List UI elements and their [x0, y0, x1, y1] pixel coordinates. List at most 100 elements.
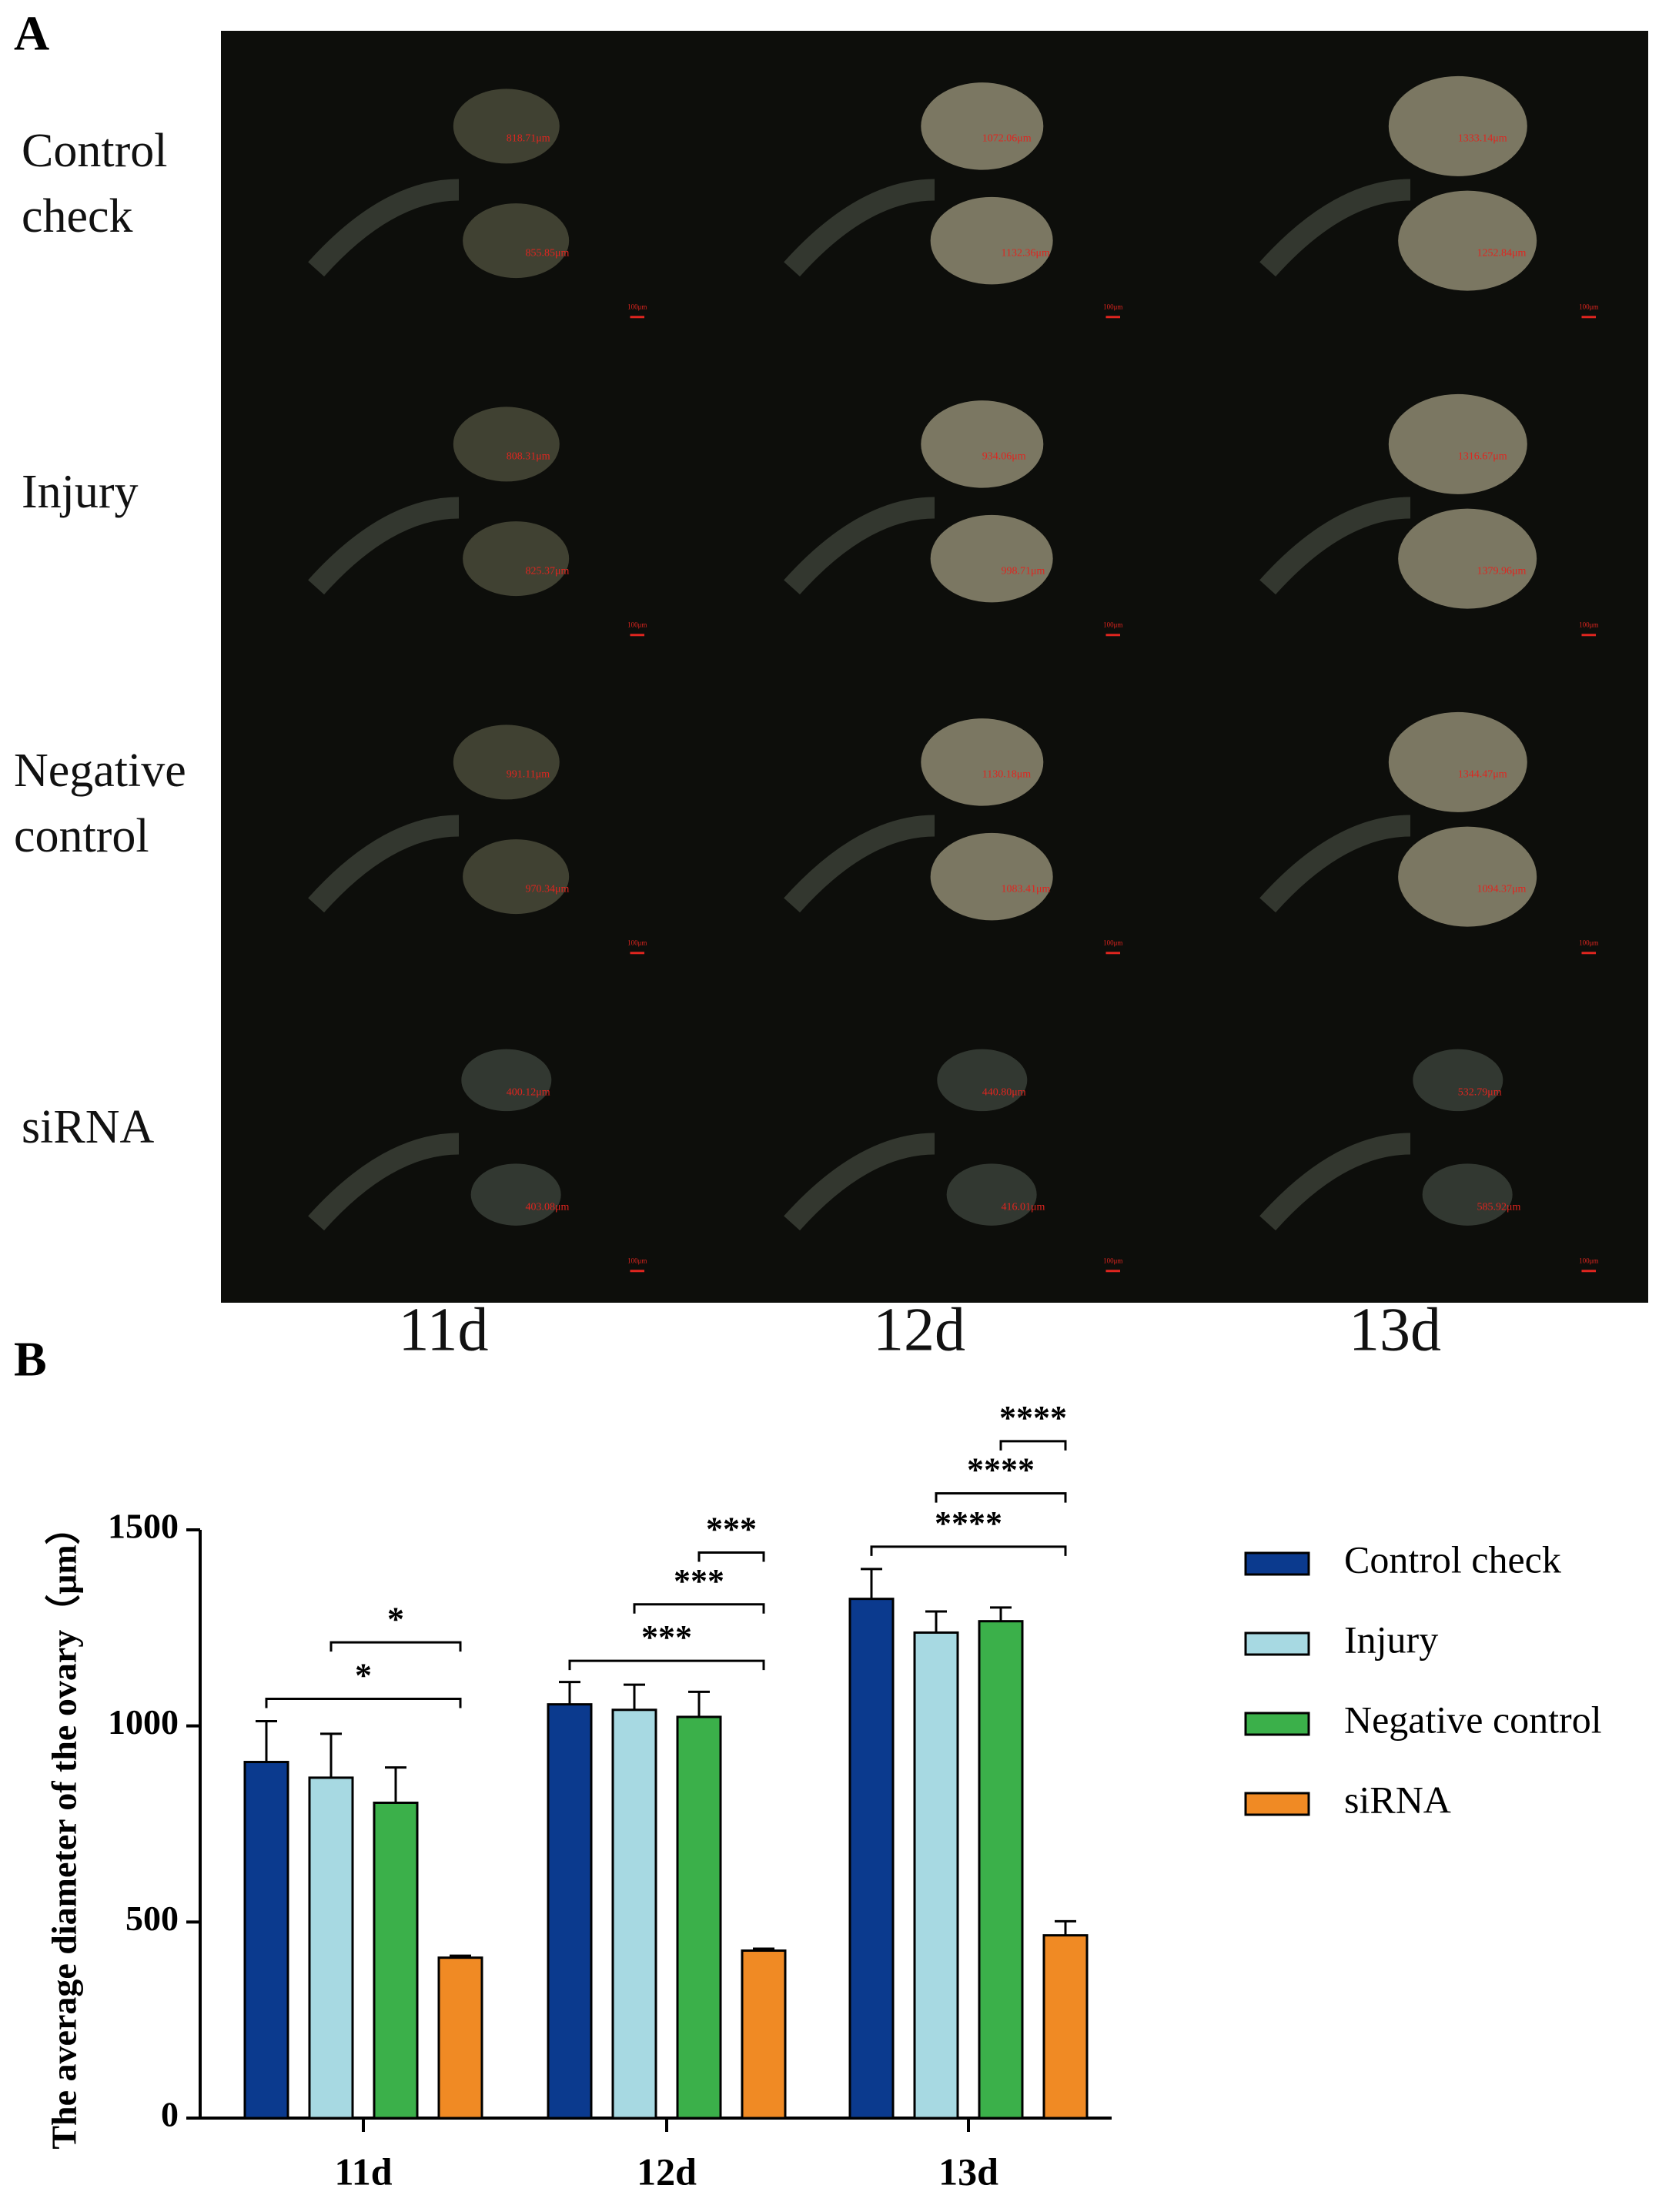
- scale-bar-label: 100μm: [1579, 303, 1598, 310]
- panel-label: A: [14, 6, 49, 61]
- measurement-label: 1132.36μm: [1002, 247, 1050, 259]
- scale-bar-label: 100μm: [1579, 939, 1598, 946]
- bar: [676, 1715, 722, 2120]
- y-tick-label: 500: [125, 1899, 179, 1938]
- significance-bracket: [265, 1698, 462, 1708]
- bar: [848, 1598, 895, 2120]
- ovary-tissue: [784, 815, 935, 913]
- measurement-label: 1130.18μm: [982, 769, 1031, 781]
- measurement-label: 855.85μm: [526, 247, 570, 259]
- measurement-label: 1083.41μm: [1002, 883, 1051, 895]
- ovary: [461, 1049, 552, 1112]
- ovary-tissue: [308, 1133, 460, 1231]
- significance-label: ***: [706, 1511, 757, 1548]
- row-label: siRNA: [22, 1101, 154, 1153]
- error-bar: [385, 1766, 406, 1803]
- legend-swatch: [1244, 1712, 1310, 1736]
- ovary: [946, 1163, 1037, 1226]
- ovary: [453, 89, 560, 164]
- ovary: [930, 514, 1053, 603]
- ovary: [1398, 826, 1537, 927]
- scale-bar-label: 100μm: [1103, 303, 1122, 310]
- ovary: [1388, 711, 1527, 812]
- row-label: Control check: [22, 125, 167, 243]
- ovary: [1388, 75, 1527, 176]
- error-bar: [559, 1681, 580, 1705]
- significance-bracket: [870, 1545, 1067, 1556]
- legend-label: Control check: [1344, 1538, 1561, 1581]
- error-bar: [320, 1732, 342, 1778]
- ovary: [930, 196, 1053, 285]
- significance-label: *: [355, 1657, 372, 1695]
- ovary: [463, 839, 570, 915]
- measurement-label: 808.31μm: [507, 451, 550, 463]
- measurement-label: 1333.14μm: [1458, 133, 1507, 145]
- ovary-tissue: [1259, 179, 1411, 277]
- scale-bar-label: 100μm: [1579, 1257, 1598, 1264]
- ovary-tissue: [784, 497, 935, 595]
- ovary-tissue: [1259, 815, 1411, 913]
- measurement-label: 991.11μm: [507, 769, 550, 781]
- x-tick-label: 11d: [334, 2150, 392, 2193]
- ovary: [937, 1049, 1028, 1112]
- significance-bracket: [633, 1603, 765, 1614]
- measurement-label: 403.08μm: [526, 1201, 570, 1213]
- measurement-label: 1252.84μm: [1477, 247, 1527, 259]
- legend-swatch: [1244, 1631, 1310, 1656]
- measurement-label: 1379.96μm: [1477, 565, 1527, 577]
- ovary: [1398, 190, 1537, 291]
- ovary: [1388, 393, 1527, 494]
- significance-label: ****: [967, 1451, 1035, 1489]
- ovary: [921, 82, 1044, 170]
- scale-bar-label: 100μm: [1103, 621, 1122, 628]
- bar: [373, 1801, 419, 2120]
- ovary: [921, 400, 1044, 488]
- x-tick-label: 13d: [938, 2150, 998, 2193]
- ovary-tissue: [308, 497, 460, 595]
- ovary: [1398, 508, 1537, 609]
- significance-bracket: [697, 1551, 765, 1562]
- bar: [611, 1708, 657, 2120]
- bar: [437, 1956, 483, 2120]
- row-label: Negative control: [14, 745, 186, 862]
- measurement-label: 934.06μm: [982, 451, 1026, 463]
- ovary-tissue: [784, 1133, 935, 1231]
- ovary-tissue: [1259, 1133, 1411, 1231]
- significance-bracket: [568, 1659, 765, 1671]
- x-tick-label: 12d: [637, 2150, 697, 2193]
- ovary-tissue: [1259, 497, 1411, 595]
- ovary: [930, 832, 1053, 921]
- y-axis-label: The average diameter of the ovary（μm）: [45, 1509, 84, 2149]
- bar: [741, 1949, 787, 2120]
- error-bar: [256, 1720, 277, 1762]
- ovary: [470, 1163, 561, 1226]
- error-bar: [925, 1610, 947, 1633]
- error-bar: [688, 1690, 710, 1717]
- significance-bracket: [329, 1641, 462, 1652]
- significance-label: *: [387, 1600, 404, 1638]
- y-tick-label: 0: [161, 2095, 179, 2134]
- scale-bar-label: 100μm: [627, 939, 647, 946]
- measurement-label: 818.71μm: [507, 133, 550, 145]
- significance-bracket: [935, 1492, 1067, 1503]
- measurement-label: 970.34μm: [526, 883, 570, 895]
- legend-label: Negative control: [1344, 1698, 1602, 1741]
- error-bar: [624, 1683, 645, 1710]
- row-label: Injury: [22, 466, 139, 518]
- measurement-label: 1072.06μm: [982, 133, 1032, 145]
- y-tick-label: 1500: [108, 1507, 179, 1546]
- y-tick-label: 1000: [108, 1702, 179, 1742]
- significance-label: ***: [674, 1562, 724, 1600]
- error-bar: [1055, 1919, 1076, 1936]
- ovary: [453, 407, 560, 482]
- ovary: [921, 718, 1044, 806]
- panel-label: B: [14, 1332, 47, 1387]
- ovary-tissue: [308, 815, 460, 913]
- measurement-label: 1316.67μm: [1458, 451, 1507, 463]
- legend-label: siRNA: [1344, 1778, 1451, 1821]
- measurement-label: 532.79μm: [1458, 1087, 1502, 1099]
- measurement-label: 998.71μm: [1002, 565, 1045, 577]
- ovary: [1422, 1163, 1513, 1226]
- bar: [243, 1761, 289, 2120]
- bar: [547, 1703, 593, 2120]
